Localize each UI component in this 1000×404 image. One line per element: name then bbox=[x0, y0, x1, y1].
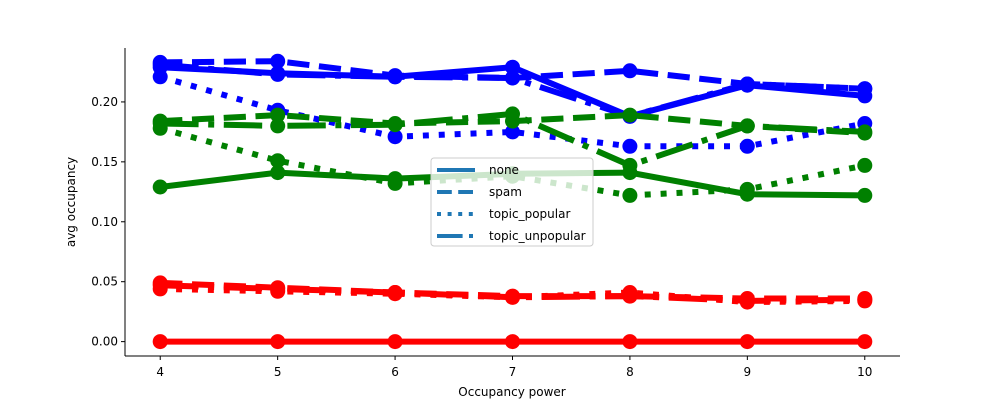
data-point bbox=[622, 157, 638, 173]
series-11 bbox=[152, 277, 873, 309]
data-point bbox=[857, 124, 873, 140]
data-point bbox=[152, 69, 168, 85]
data-point bbox=[270, 334, 286, 350]
legend-box bbox=[430, 157, 594, 247]
data-point bbox=[622, 187, 638, 203]
data-point bbox=[739, 118, 755, 134]
data-point bbox=[270, 165, 286, 181]
x-tick-label: 10 bbox=[857, 365, 872, 379]
data-point bbox=[739, 138, 755, 154]
x-tick-label: 8 bbox=[626, 365, 634, 379]
legend-label: topic_popular bbox=[489, 207, 570, 221]
data-point bbox=[387, 285, 403, 300]
data-point bbox=[270, 281, 286, 297]
data-point bbox=[505, 59, 520, 75]
data-point bbox=[387, 69, 403, 85]
data-point bbox=[152, 179, 168, 195]
data-point bbox=[622, 288, 638, 304]
x-ticks: 4 5 6 7 8 9 10 bbox=[156, 356, 872, 379]
y-tick-label: 0.20 bbox=[91, 95, 118, 109]
data-point bbox=[270, 66, 286, 82]
data-point bbox=[622, 138, 638, 154]
data-point bbox=[505, 106, 520, 122]
legend: none spam topic_popular topic_unpopular bbox=[430, 157, 594, 247]
x-tick-label: 6 bbox=[391, 365, 399, 379]
data-point bbox=[739, 181, 755, 197]
data-point bbox=[739, 293, 755, 309]
data-point bbox=[270, 107, 286, 123]
data-point bbox=[505, 70, 520, 86]
data-point bbox=[857, 292, 873, 308]
data-point bbox=[857, 334, 873, 350]
x-tick-label: 4 bbox=[156, 365, 164, 379]
data-point bbox=[505, 289, 520, 305]
data-point bbox=[739, 334, 755, 350]
y-tick-label: 0.10 bbox=[91, 215, 118, 229]
data-point bbox=[152, 277, 168, 293]
data-point bbox=[857, 187, 873, 203]
y-axis-label: avg occupancy bbox=[64, 157, 78, 247]
data-point bbox=[505, 124, 520, 140]
y-tick-label: 0.05 bbox=[91, 275, 118, 289]
data-point bbox=[622, 107, 638, 123]
data-point bbox=[270, 118, 286, 134]
data-point bbox=[387, 117, 403, 133]
legend-label: topic_unpopular bbox=[489, 229, 586, 243]
data-point bbox=[152, 57, 168, 73]
data-point bbox=[387, 175, 403, 191]
y-tick-label: 0.00 bbox=[91, 335, 118, 349]
x-tick-label: 9 bbox=[744, 365, 752, 379]
data-point bbox=[505, 334, 520, 350]
series-layer bbox=[152, 53, 873, 350]
series-7 bbox=[152, 106, 873, 173]
data-point bbox=[152, 334, 168, 350]
x-tick-label: 7 bbox=[509, 365, 517, 379]
data-point bbox=[622, 334, 638, 350]
data-point bbox=[857, 157, 873, 173]
y-ticks: 0.00 0.05 0.10 0.15 0.20 bbox=[91, 95, 125, 349]
y-tick-label: 0.15 bbox=[91, 155, 118, 169]
data-point bbox=[270, 53, 286, 69]
x-axis-label: Occupancy power bbox=[458, 385, 565, 399]
series-8 bbox=[152, 334, 873, 350]
legend-label: spam bbox=[489, 185, 522, 199]
data-point bbox=[387, 334, 403, 350]
data-point bbox=[857, 81, 873, 97]
data-point bbox=[270, 153, 286, 169]
data-point bbox=[622, 63, 638, 79]
data-point bbox=[387, 129, 403, 145]
data-point bbox=[152, 116, 168, 131]
legend-label: none bbox=[489, 163, 519, 177]
x-tick-label: 5 bbox=[274, 365, 282, 379]
data-point bbox=[739, 76, 755, 92]
